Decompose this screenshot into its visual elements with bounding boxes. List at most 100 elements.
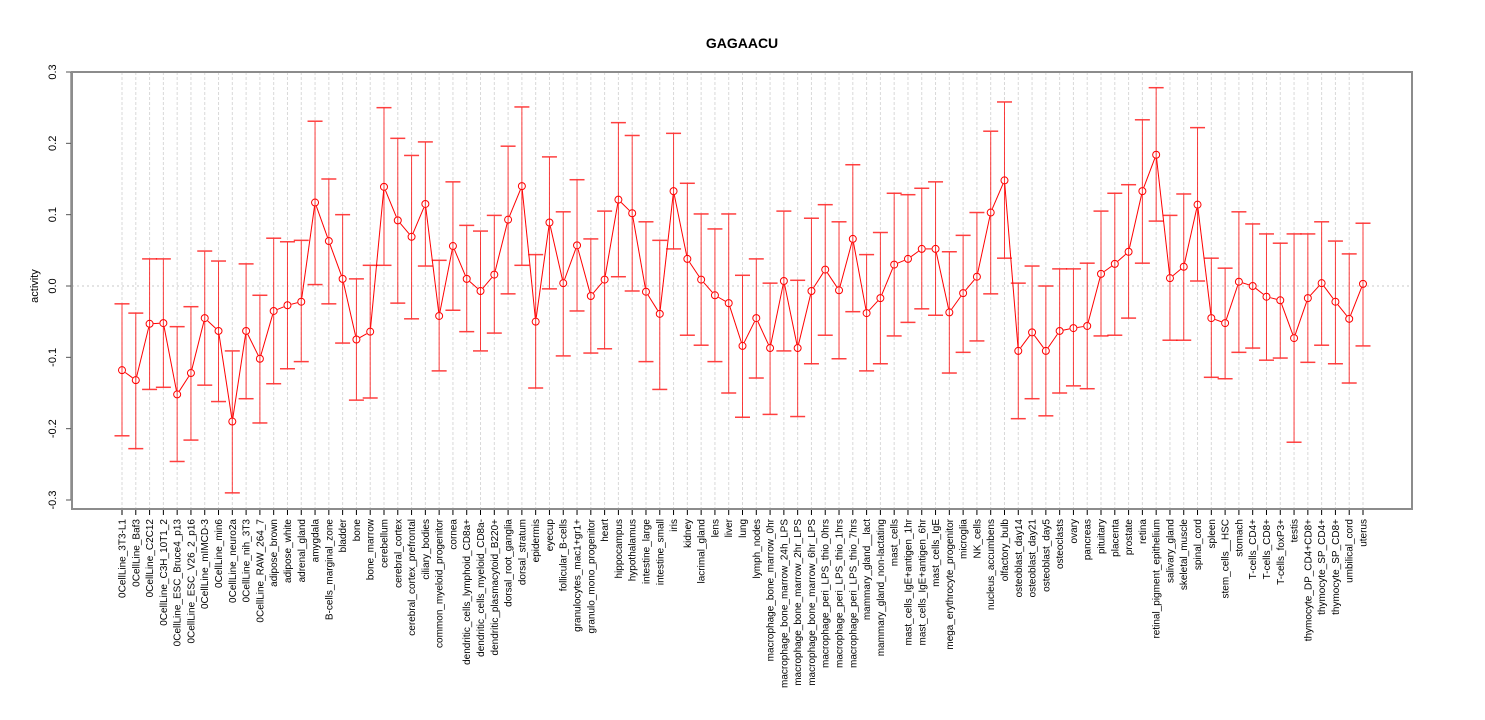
x-tick-label: granulocytes_mac1+gr1+ [573, 519, 584, 632]
data-point [545, 218, 554, 227]
series-segment [1117, 254, 1126, 262]
data-point [407, 232, 416, 241]
data-point [779, 277, 788, 286]
data-point [641, 287, 650, 296]
x-tick-label: bladder [338, 518, 349, 552]
series-segment [853, 242, 867, 310]
series-segment [1172, 268, 1181, 276]
error-bar [955, 234, 971, 354]
error-bar [721, 213, 737, 394]
x-tick-label: 0CellLine_mIMCD-3 [200, 519, 211, 609]
error-bar [707, 228, 723, 363]
series-line [124, 158, 1362, 418]
data-point [1276, 296, 1285, 305]
data-point [1345, 314, 1354, 323]
series-segment [521, 190, 536, 318]
error-bar [845, 163, 861, 313]
data-point [421, 199, 430, 208]
error-bar [514, 106, 530, 267]
x-tick-label: cerebral_cortex [393, 519, 404, 588]
y-tick-label: -0.1 [47, 348, 59, 367]
error-bar [486, 214, 502, 334]
plot-frame [71, 71, 1413, 510]
series-segment [509, 189, 521, 217]
x-tick-label: intestine_small [655, 519, 666, 585]
data-point [835, 286, 844, 295]
series-segment [1225, 285, 1239, 320]
x-tick-label: intestine_large [641, 519, 652, 584]
data-point [462, 274, 471, 283]
error-bar [1107, 192, 1123, 336]
error-bar [1190, 126, 1206, 282]
data-point [573, 241, 582, 250]
x-tick-label: 0CellLine_neuro2a [228, 519, 239, 603]
error-bar [169, 325, 185, 463]
error-bar [417, 141, 433, 267]
error-bar [803, 217, 819, 365]
data-point [366, 327, 375, 336]
error-bar [1258, 233, 1274, 361]
y-tick-label: 0.3 [47, 64, 59, 79]
series-segment [136, 327, 150, 377]
series-segment [604, 203, 619, 276]
data-point [517, 182, 526, 191]
series-segment [798, 294, 811, 345]
series-segment [868, 300, 879, 311]
series-segment [218, 334, 233, 418]
data-point [614, 195, 623, 204]
data-point [1055, 326, 1064, 335]
series-segment [359, 333, 367, 338]
error-bar [817, 203, 833, 336]
x-tick-label: stem_cells__HSC [1221, 519, 1232, 598]
x-tick-label: microglia [959, 519, 970, 559]
x-tick-label: B-cells_marginal_zone [324, 519, 335, 621]
x-tick-label: macrophage_bone_marrow_0hr [766, 518, 777, 661]
data-point [1124, 247, 1133, 256]
error-bar [1065, 268, 1081, 387]
data-point [986, 208, 995, 217]
x-tick-label: ciliary_bodies [421, 519, 432, 580]
error-bar [1286, 233, 1302, 443]
x-tick-label: uterus [1359, 519, 1370, 547]
series-segment [535, 226, 550, 318]
error-bar [528, 253, 544, 389]
series-segment [1020, 335, 1031, 349]
data-point [697, 275, 706, 284]
series-segment [910, 250, 919, 257]
series-segment [1077, 326, 1084, 328]
y-tick-label: 0.1 [47, 207, 59, 222]
series-segment [232, 334, 246, 418]
series-segment [124, 372, 133, 379]
error-bar [762, 282, 778, 416]
data-point [1083, 321, 1092, 330]
x-tick-label: spinal_cord [1193, 519, 1204, 570]
data-point [1193, 200, 1202, 209]
error-bar [1093, 210, 1109, 337]
series-segment [827, 272, 838, 288]
series-segment [385, 190, 397, 217]
chart-title: GAGAACU [706, 35, 778, 51]
error-bar [859, 253, 875, 372]
data-point [807, 286, 816, 295]
data-point [393, 216, 402, 225]
series-segment [1281, 303, 1294, 335]
error-bars [114, 86, 1371, 494]
x-tick-label: lung [738, 519, 749, 538]
data-point [1331, 297, 1340, 306]
x-tick-label: lens [710, 519, 721, 537]
error-bar [445, 181, 461, 312]
y-axis: -0.3 -0.2 -0.1 0.0 0.1 0.2 0.3 [47, 64, 72, 509]
data-point [669, 187, 678, 196]
error-bar [197, 250, 213, 386]
x-tick-label: testis [1290, 519, 1301, 542]
error-bar [790, 279, 806, 418]
data-point [655, 309, 664, 318]
error-bar [652, 239, 668, 391]
x-tick-label: cerebellum [379, 519, 390, 568]
error-bar [224, 350, 240, 494]
data-point [1097, 269, 1106, 278]
series-segment [689, 261, 700, 277]
x-tick-label: mast_cells_IgE+antigen_1hr [903, 518, 914, 645]
error-bar [597, 210, 613, 350]
error-bar [1038, 285, 1054, 417]
